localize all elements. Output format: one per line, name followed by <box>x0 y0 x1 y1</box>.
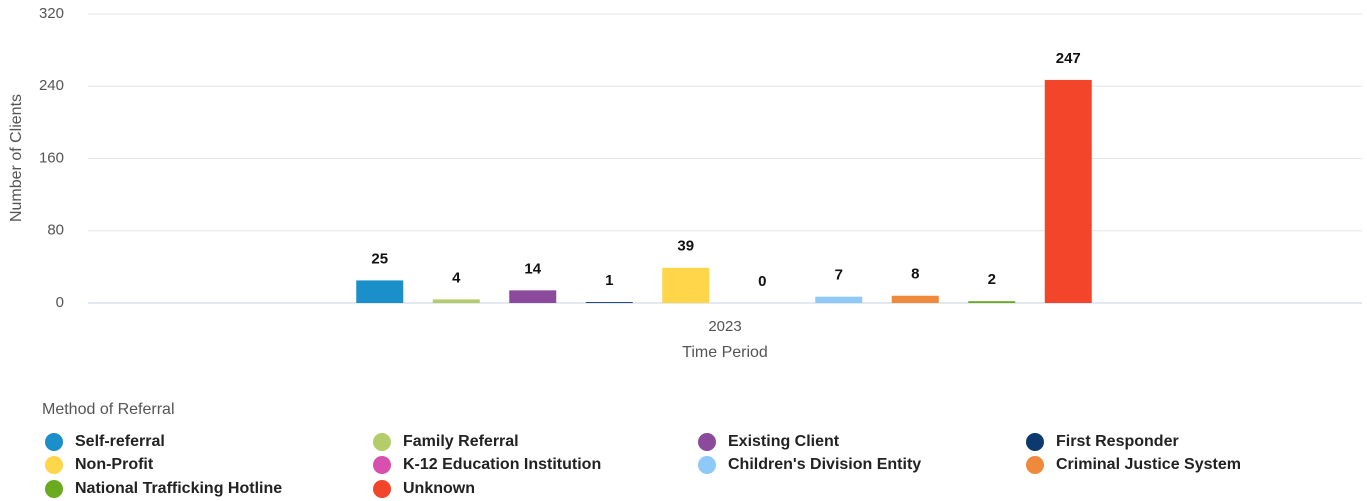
legend-swatch <box>373 480 391 498</box>
value-label: 8 <box>911 266 919 283</box>
bar <box>509 290 557 303</box>
bar <box>1044 79 1092 303</box>
legend-swatch <box>45 433 63 451</box>
bar <box>585 302 633 303</box>
legend-label: Children's Division Entity <box>728 456 921 473</box>
value-label: 7 <box>835 267 843 284</box>
legend-swatch <box>1026 433 1044 451</box>
y-tick-label: 160 <box>39 149 64 166</box>
bar <box>662 267 710 303</box>
legend-label: Non-Profit <box>75 456 154 473</box>
legend-label: Family Referral <box>403 433 519 450</box>
value-label: 0 <box>758 273 766 290</box>
bar <box>891 295 939 303</box>
bar <box>815 296 863 303</box>
legend-label: Unknown <box>403 480 475 497</box>
legend-swatch <box>373 456 391 474</box>
bar <box>432 299 480 303</box>
legend-label: Self-referral <box>75 433 165 450</box>
value-label: 247 <box>1056 50 1081 67</box>
y-tick-label: 0 <box>56 294 64 311</box>
value-label: 39 <box>677 238 694 255</box>
legend-label: Existing Client <box>728 433 840 450</box>
legend-label: Criminal Justice System <box>1056 456 1241 473</box>
legend-swatch <box>698 433 716 451</box>
y-axis-title: Number of Clients <box>8 94 25 222</box>
bar <box>356 280 404 303</box>
legend-swatch <box>1026 456 1044 474</box>
value-label: 4 <box>452 269 461 286</box>
value-label: 14 <box>524 260 541 277</box>
value-label: 2 <box>988 271 996 288</box>
legend-title: Method of Referral <box>42 401 175 418</box>
value-label: 25 <box>371 250 388 267</box>
legend-label: National Trafficking Hotline <box>75 480 282 497</box>
legend-swatch <box>373 433 391 451</box>
legend-label: K-12 Education Institution <box>403 456 601 473</box>
y-tick-label: 240 <box>39 77 64 94</box>
x-axis-title: Time Period <box>682 344 768 361</box>
y-tick-label: 320 <box>39 5 64 22</box>
value-label: 1 <box>605 272 613 289</box>
legend-swatch <box>45 480 63 498</box>
y-tick-label: 80 <box>47 222 64 239</box>
bar <box>968 301 1016 303</box>
x-tick-label: 2023 <box>708 318 741 335</box>
legend-swatch <box>45 456 63 474</box>
legend-swatch <box>698 456 716 474</box>
legend-label: First Responder <box>1056 433 1179 450</box>
